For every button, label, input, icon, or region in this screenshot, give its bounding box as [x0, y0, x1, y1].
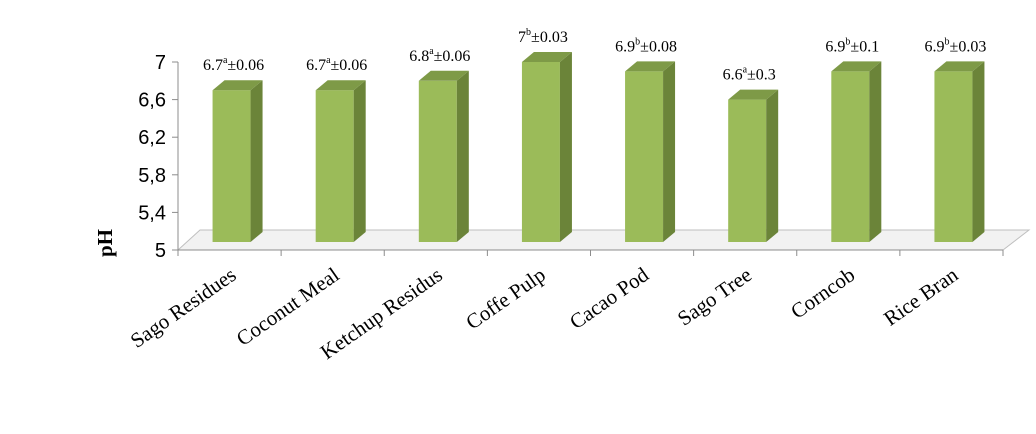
data-label: 6.6a±0.3: [723, 65, 776, 84]
bar-top: [831, 61, 882, 72]
bar-side: [972, 61, 985, 243]
y-tick-label: 6,6: [138, 90, 166, 112]
bar-top: [728, 89, 779, 100]
category-label: Coffe Pulp: [461, 262, 549, 334]
bar-front: [315, 90, 354, 242]
bar-front: [728, 99, 767, 242]
bar-front: [625, 71, 664, 243]
bar-side: [353, 80, 366, 242]
bar-2: [315, 80, 366, 242]
data-label: 6.9b±0.08: [615, 36, 677, 55]
bar-top: [212, 80, 263, 91]
data-label: 7b±0.03: [518, 27, 568, 46]
y-axis-label: pH: [93, 229, 117, 257]
bar-side: [869, 61, 882, 243]
y-axis: 5 5,4 5,8 6,2 6,6 7: [138, 52, 179, 262]
bar-8: [934, 61, 985, 243]
data-label: 6.7a±0.06: [203, 55, 264, 74]
y-tick-label: 5: [155, 240, 166, 262]
category-label: Cacao Pod: [565, 262, 653, 334]
bar-top: [418, 70, 469, 81]
bar-7: [831, 61, 882, 243]
data-label: 6.9b±0.03: [925, 36, 987, 55]
bar-top: [625, 61, 676, 72]
category-label: Corncob: [786, 262, 859, 323]
y-tick-label: 6,2: [138, 127, 166, 149]
bar-6: [728, 89, 779, 242]
bar-side: [559, 52, 572, 242]
bar-top: [521, 52, 572, 62]
y-tick-label: 5,4: [138, 202, 166, 224]
bar-side: [250, 80, 263, 242]
bar-front: [831, 71, 870, 243]
category-label: Sago Residues: [126, 262, 241, 352]
bar-side: [663, 61, 676, 243]
bar-side: [766, 89, 779, 242]
category-label: Rice Bran: [879, 262, 962, 330]
bar-front: [521, 62, 560, 242]
y-tick-label: 7: [155, 52, 166, 74]
bar-front: [418, 80, 457, 242]
data-label: 6.9b±0.1: [825, 36, 879, 55]
bar-top: [934, 61, 985, 72]
bar-series: [212, 52, 985, 243]
bar-1: [212, 80, 263, 242]
chart-floor: [176, 229, 1031, 256]
data-label: 6.8a±0.06: [409, 46, 470, 65]
bar-top: [315, 80, 366, 91]
category-label: Sago Tree: [673, 262, 756, 330]
y-tick-label: 5,8: [138, 165, 166, 187]
bar-front: [212, 90, 251, 242]
bar-5: [625, 61, 676, 243]
bar-4: [521, 52, 572, 242]
bar-3: [418, 70, 469, 242]
data-labels: 6.7a±0.06 6.7a±0.06 6.8a±0.06 7b±0.03 6.9b±0…: [203, 27, 986, 84]
floor-plane: [176, 229, 1031, 251]
bar-side: [456, 70, 469, 242]
data-label: 6.7a±0.06: [306, 55, 367, 74]
bar-front: [934, 71, 973, 243]
